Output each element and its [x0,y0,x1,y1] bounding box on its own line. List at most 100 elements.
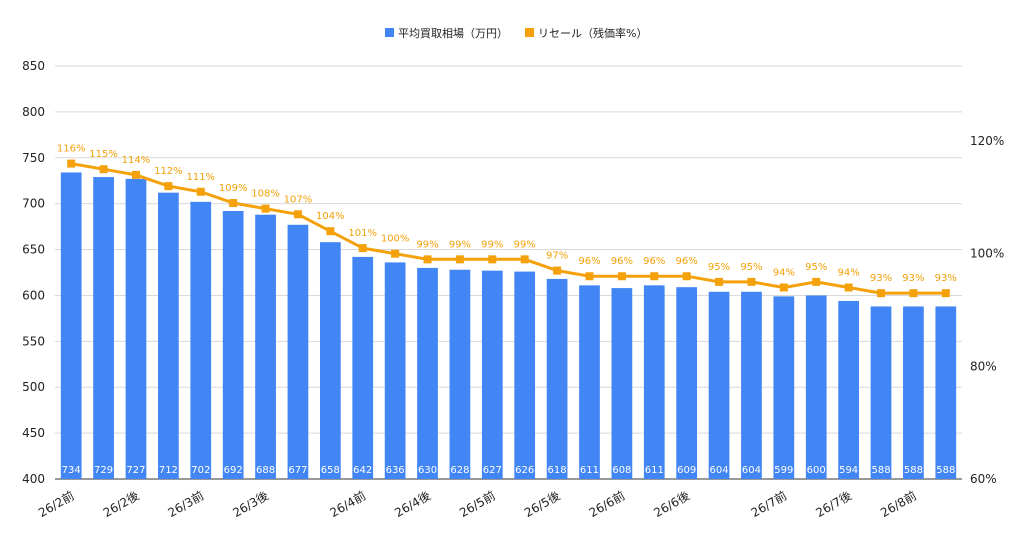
line-point [585,272,594,281]
line-value-label: 96% [676,256,698,267]
bar-value-label: 618 [548,465,567,476]
bar-value-label: 611 [645,465,664,476]
bar-value-label: 588 [871,465,890,476]
bar-series: 734 729 727 712 702 692 688 677 658 642 636 630 628 6… [60,172,957,480]
legend-label-line: リセール（残価率%） [538,26,647,40]
x-tick-label: 26/8前 [878,488,919,520]
bar [481,270,503,479]
bar [222,211,244,479]
line-point [488,255,497,264]
line-point [877,289,886,298]
line-point [520,255,529,264]
bar [579,285,600,479]
bar-value-label: 609 [677,465,696,476]
line-point [423,255,432,264]
line-value-label: 96% [611,256,633,267]
line-point [229,199,238,208]
bar-value-label: 600 [807,465,826,476]
x-axis: 26/2前 26/2後 26/3前 26/3後 26/4前 26/4後 26/5前 26/5後… [35,488,918,520]
y-left-tick-label: 400 [22,472,45,486]
bar [417,267,438,479]
y-left-tick-label: 700 [22,197,45,211]
line-value-label: 99% [514,239,536,250]
line-point [617,272,626,281]
x-tick-label: 26/7後 [813,488,854,520]
line-value-label: 111% [186,172,215,183]
bar [935,306,957,479]
line-value-label: 101% [348,228,377,239]
line-point [812,277,821,286]
line-value-label: 115% [89,149,118,160]
legend-swatch-bar [385,28,394,37]
line-value-label: 108% [251,189,280,200]
line-point [326,227,335,236]
x-tick-label: 26/4後 [392,488,433,520]
bar-value-label: 630 [418,465,437,476]
line-value-label: 93% [870,273,892,284]
bar [384,262,406,479]
y-left-tick-label: 600 [22,288,45,302]
line-value-label: 95% [805,262,827,273]
bar-value-label: 599 [774,465,793,476]
bar [870,306,892,479]
line-value-label: 114% [122,155,151,166]
x-tick-label: 26/7前 [748,488,789,520]
line-point [164,182,173,191]
line-point [779,283,788,292]
line-point [391,249,400,258]
legend-item-line[interactable]: リセール（残価率%） [525,26,647,40]
bar [903,306,924,479]
bar-value-label: 734 [62,465,81,476]
x-tick-label: 26/3前 [165,488,206,520]
line-point [67,159,76,168]
bar [60,172,82,479]
x-tick-label: 26/4前 [327,488,368,520]
bar [838,300,859,479]
bar [805,295,827,479]
bar-value-label: 727 [126,465,145,476]
x-tick-label: 26/2後 [101,488,142,520]
bar-value-label: 588 [936,465,955,476]
bar [773,296,795,479]
bar-value-label: 627 [483,465,502,476]
bar-value-label: 642 [353,465,372,476]
line-value-label: 109% [219,183,248,194]
bar [643,285,665,479]
line-value-label: 93% [935,273,957,284]
line-value-label: 104% [316,211,345,222]
line-point [455,255,464,264]
x-tick-label: 26/2前 [35,488,76,520]
legend-item-bar[interactable]: 平均買取相場（万円） [385,27,508,40]
y-right-tick-label: 60% [970,472,997,486]
y-left-tick-label: 500 [22,380,45,394]
y-right-tick-label: 80% [970,359,997,373]
legend-swatch-line [525,28,534,37]
y-left-tick-label: 850 [22,59,45,73]
line-point [293,210,302,219]
bar-value-label: 611 [580,465,599,476]
line-value-label: 99% [481,239,503,250]
bar [741,291,762,479]
x-tick-label: 26/6前 [586,488,627,520]
line-path [70,162,946,295]
bar-value-label: 688 [256,465,275,476]
bar [546,278,568,479]
line-point [196,187,205,196]
line-point [909,289,918,298]
bar [287,224,309,479]
bar-value-label: 604 [710,465,729,476]
right-axis: 60% 80% 100% 120% [970,134,1004,486]
line-value-label: 112% [154,166,183,177]
bar-value-label: 594 [839,465,858,476]
bar [352,256,374,479]
bar [190,201,212,479]
line-value-label: 97% [546,251,568,262]
line-value-label: 95% [708,262,730,273]
line-value-label: 100% [381,234,410,245]
y-left-tick-label: 450 [22,426,45,440]
left-axis: 400 450 500 550 600 650 700 750 800 850 [22,59,45,486]
line-point [941,289,950,298]
bar [708,291,730,479]
line-point [261,204,270,213]
